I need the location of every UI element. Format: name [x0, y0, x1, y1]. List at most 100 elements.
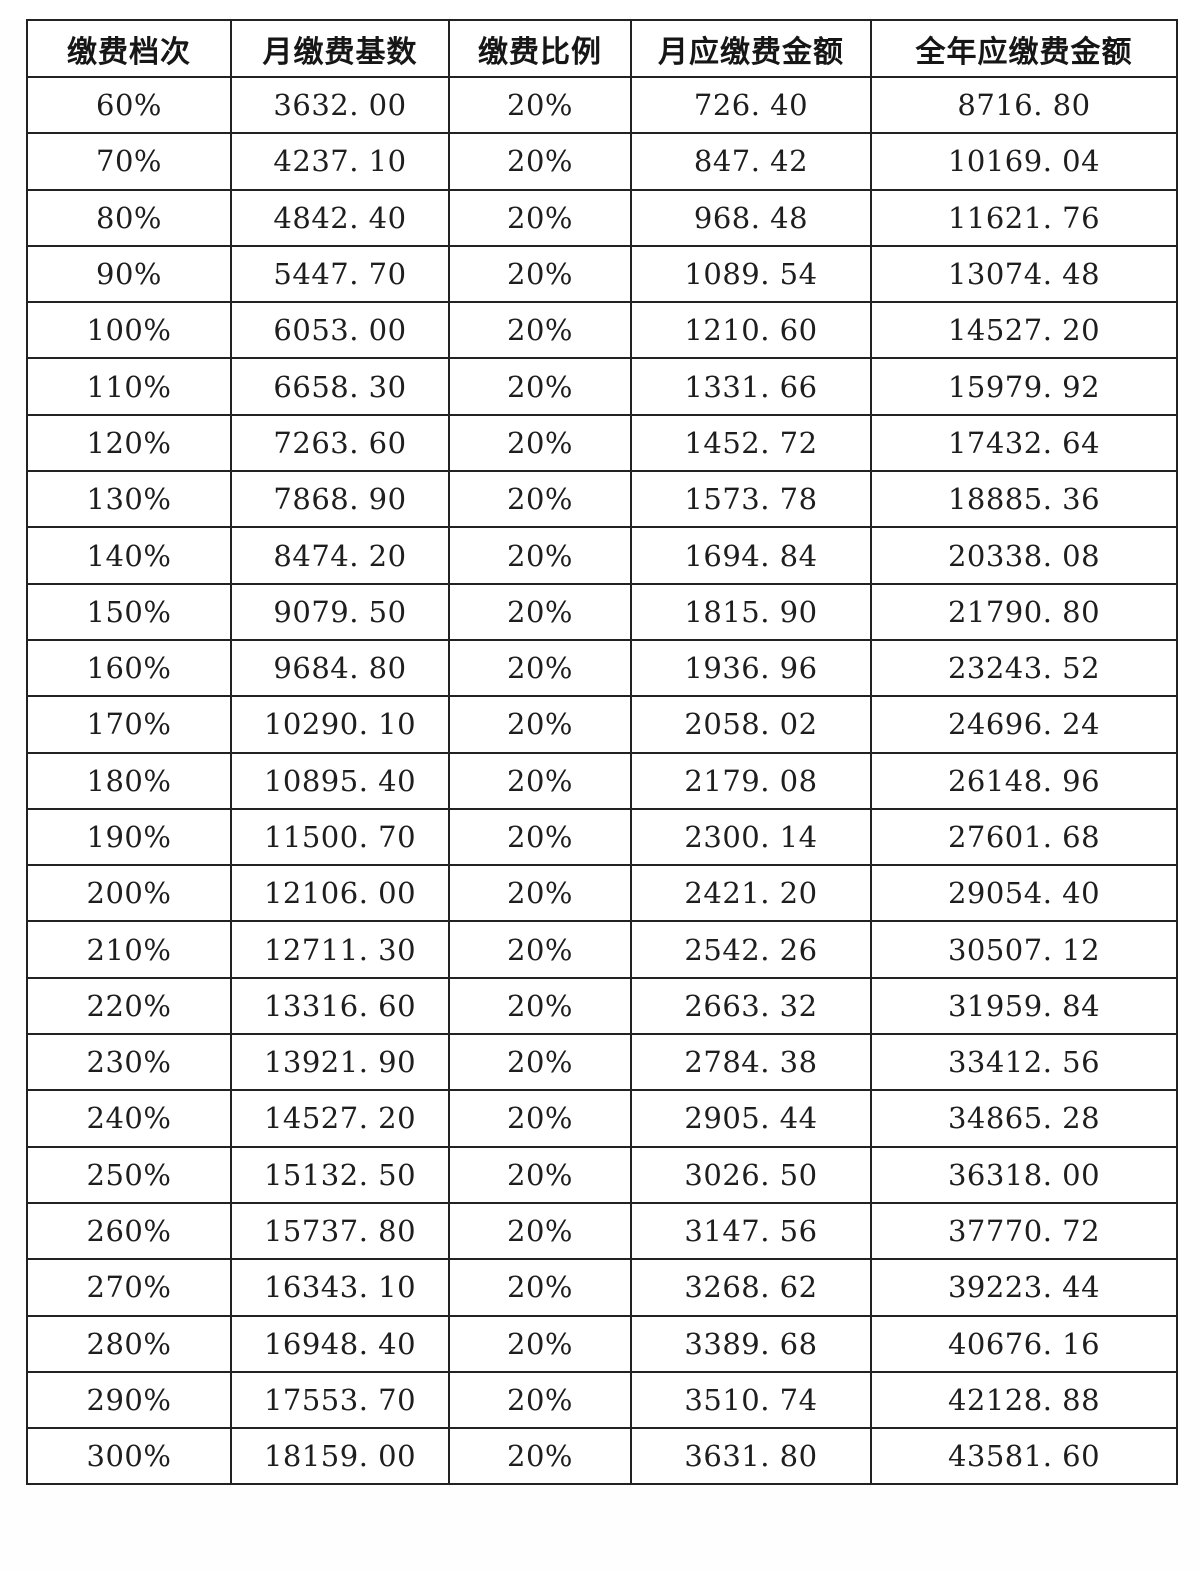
cell-tier: 140%: [26, 526, 232, 585]
cell-monthly: 1089. 54: [630, 244, 872, 304]
cell-rate: 20%: [448, 638, 632, 698]
header-cell-monthly: 月应缴费金额: [630, 19, 872, 78]
cell-annual: 30507. 12: [870, 920, 1178, 979]
cell-tier: 280%: [26, 1314, 232, 1373]
table-row: 260% 15737. 80 20% 3147. 56 37770. 72: [26, 1201, 1178, 1261]
table-row: 290% 17553. 70 20% 3510. 74 42128. 88: [26, 1370, 1178, 1430]
cell-monthly: 3268. 62: [630, 1258, 872, 1317]
cell-tier: 180%: [26, 751, 232, 810]
table-row: 120% 7263. 60 20% 1452. 72 17432. 64: [26, 413, 1178, 473]
cell-rate: 20%: [448, 188, 632, 247]
cell-monthly: 3510. 74: [630, 1370, 872, 1430]
cell-base: 10895. 40: [230, 751, 450, 810]
cell-base: 18159. 00: [230, 1427, 450, 1486]
cell-annual: 37770. 72: [870, 1201, 1178, 1261]
header-cell-base: 月缴费基数: [230, 19, 450, 78]
table-row: 170% 10290. 10 20% 2058. 02 24696. 24: [26, 695, 1178, 754]
cell-monthly: 1452. 72: [630, 413, 872, 473]
cell-annual: 13074. 48: [870, 244, 1178, 304]
table-row: 210% 12711. 30 20% 2542. 26 30507. 12: [26, 920, 1178, 979]
cell-annual: 27601. 68: [870, 807, 1178, 867]
contribution-table: 缴费档次 月缴费基数 缴费比例 月应缴费金额 全年应缴费金额 60% 3632. …: [26, 19, 1178, 1486]
cell-rate: 20%: [448, 751, 632, 810]
cell-annual: 24696. 24: [870, 695, 1178, 754]
cell-annual: 17432. 64: [870, 413, 1178, 473]
table-row: 250% 15132. 50 20% 3026. 50 36318. 00: [26, 1145, 1178, 1204]
cell-tier: 290%: [26, 1370, 232, 1430]
table-row: 270% 16343. 10 20% 3268. 62 39223. 44: [26, 1258, 1178, 1317]
cell-tier: 270%: [26, 1258, 232, 1317]
table-row: 110% 6658. 30 20% 1331. 66 15979. 92: [26, 357, 1178, 416]
cell-base: 6658. 30: [230, 357, 450, 416]
cell-monthly: 1936. 96: [630, 638, 872, 698]
cell-annual: 11621. 76: [870, 188, 1178, 247]
cell-tier: 120%: [26, 413, 232, 473]
cell-monthly: 968. 48: [630, 188, 872, 247]
cell-annual: 23243. 52: [870, 638, 1178, 698]
cell-monthly: 3026. 50: [630, 1145, 872, 1204]
cell-monthly: 3147. 56: [630, 1201, 872, 1261]
table-body: 60% 3632. 00 20% 726. 40 8716. 80 70% 4237. 10…: [26, 75, 1178, 1486]
cell-annual: 36318. 00: [870, 1145, 1178, 1204]
table-row: 70% 4237. 10 20% 847. 42 10169. 04: [26, 132, 1178, 191]
table-row: 60% 3632. 00 20% 726. 40 8716. 80: [26, 75, 1178, 135]
cell-monthly: 3631. 80: [630, 1427, 872, 1486]
cell-monthly: 2300. 14: [630, 807, 872, 867]
cell-monthly: 726. 40: [630, 75, 872, 135]
cell-base: 13316. 60: [230, 976, 450, 1036]
cell-rate: 20%: [448, 470, 632, 529]
cell-rate: 20%: [448, 920, 632, 979]
cell-monthly: 2179. 08: [630, 751, 872, 810]
cell-annual: 39223. 44: [870, 1258, 1178, 1317]
cell-rate: 20%: [448, 301, 632, 360]
cell-tier: 60%: [26, 75, 232, 135]
table-row: 80% 4842. 40 20% 968. 48 11621. 76: [26, 188, 1178, 247]
cell-tier: 90%: [26, 244, 232, 304]
cell-rate: 20%: [448, 1033, 632, 1092]
cell-tier: 110%: [26, 357, 232, 416]
cell-annual: 14527. 20: [870, 301, 1178, 360]
cell-monthly: 847. 42: [630, 132, 872, 191]
cell-annual: 33412. 56: [870, 1033, 1178, 1092]
cell-base: 12106. 00: [230, 864, 450, 923]
cell-base: 9079. 50: [230, 582, 450, 641]
cell-tier: 260%: [26, 1201, 232, 1261]
cell-monthly: 2058. 02: [630, 695, 872, 754]
cell-tier: 300%: [26, 1427, 232, 1486]
cell-rate: 20%: [448, 807, 632, 867]
cell-rate: 20%: [448, 1201, 632, 1261]
cell-annual: 26148. 96: [870, 751, 1178, 810]
cell-monthly: 1331. 66: [630, 357, 872, 416]
cell-rate: 20%: [448, 357, 632, 416]
cell-annual: 18885. 36: [870, 470, 1178, 529]
cell-annual: 34865. 28: [870, 1089, 1178, 1148]
table-row: 180% 10895. 40 20% 2179. 08 26148. 96: [26, 751, 1178, 810]
cell-rate: 20%: [448, 1145, 632, 1204]
cell-tier: 230%: [26, 1033, 232, 1092]
table-row: 90% 5447. 70 20% 1089. 54 13074. 48: [26, 244, 1178, 304]
cell-base: 11500. 70: [230, 807, 450, 867]
cell-rate: 20%: [448, 582, 632, 641]
cell-annual: 10169. 04: [870, 132, 1178, 191]
cell-tier: 160%: [26, 638, 232, 698]
table-row: 100% 6053. 00 20% 1210. 60 14527. 20: [26, 301, 1178, 360]
cell-rate: 20%: [448, 244, 632, 304]
cell-annual: 29054. 40: [870, 864, 1178, 923]
header-cell-annual: 全年应缴费金额: [870, 19, 1178, 78]
cell-base: 12711. 30: [230, 920, 450, 979]
cell-annual: 15979. 92: [870, 357, 1178, 416]
cell-base: 3632. 00: [230, 75, 450, 135]
cell-annual: 42128. 88: [870, 1370, 1178, 1430]
table-header: 缴费档次 月缴费基数 缴费比例 月应缴费金额 全年应缴费金额: [26, 19, 1178, 78]
cell-rate: 20%: [448, 1089, 632, 1148]
cell-tier: 130%: [26, 470, 232, 529]
cell-base: 16948. 40: [230, 1314, 450, 1373]
cell-base: 7868. 90: [230, 470, 450, 529]
cell-tier: 70%: [26, 132, 232, 191]
cell-monthly: 2784. 38: [630, 1033, 872, 1092]
cell-rate: 20%: [448, 864, 632, 923]
cell-monthly: 1573. 78: [630, 470, 872, 529]
table-row: 130% 7868. 90 20% 1573. 78 18885. 36: [26, 470, 1178, 529]
table-row: 150% 9079. 50 20% 1815. 90 21790. 80: [26, 582, 1178, 641]
cell-tier: 210%: [26, 920, 232, 979]
